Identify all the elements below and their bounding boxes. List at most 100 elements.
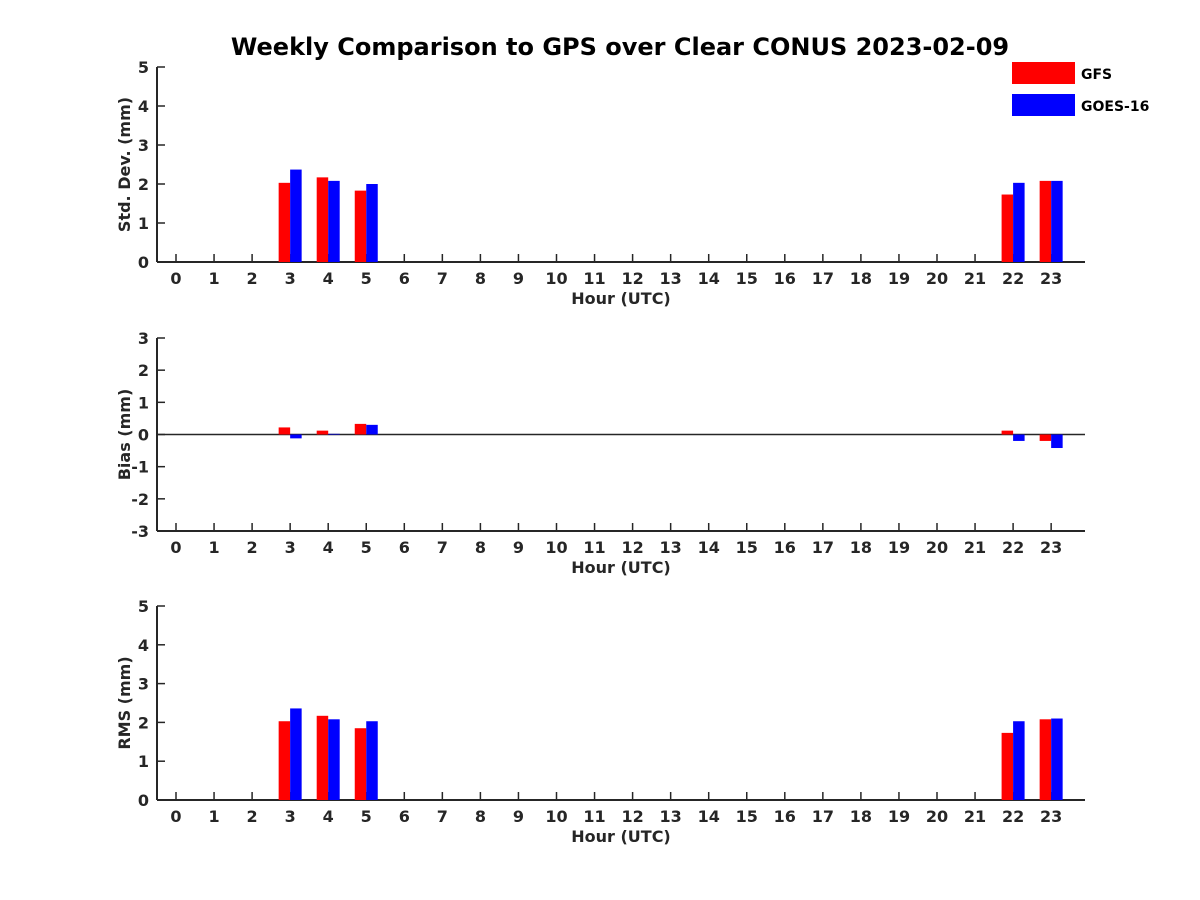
x-tick-label: 20 [926, 269, 948, 288]
x-tick-label: 7 [437, 269, 448, 288]
x-axis-label: Hour (UTC) [571, 827, 671, 846]
y-tick-label: 1 [138, 752, 149, 771]
bar-gfs-hour-23 [1039, 434, 1052, 441]
x-tick-label: 13 [660, 538, 682, 557]
y-tick-label: 4 [138, 636, 149, 655]
x-tick-label: 0 [170, 269, 181, 288]
x-tick-label: 23 [1040, 807, 1062, 826]
x-tick-label: 20 [926, 807, 948, 826]
bar-goes-16-hour-22 [1013, 721, 1025, 800]
x-tick-label: 9 [513, 538, 524, 557]
y-tick-label: 3 [138, 675, 149, 694]
x-tick-label: 18 [850, 269, 872, 288]
x-tick-label: 12 [621, 807, 643, 826]
bar-goes-16-hour-4 [328, 180, 340, 262]
bar-gfs-hour-5 [354, 423, 367, 435]
y-tick-label: 1 [138, 214, 149, 233]
x-tick-label: 2 [247, 807, 258, 826]
bar-gfs-hour-3 [278, 721, 291, 800]
x-axis-label: Hour (UTC) [571, 558, 671, 577]
bar-goes-16-hour-3 [290, 708, 302, 800]
bar-goes-16-hour-22 [1013, 182, 1025, 262]
x-tick-label: 21 [964, 807, 986, 826]
bar-goes-16-hour-5 [366, 721, 378, 800]
x-tick-label: 18 [850, 807, 872, 826]
x-tick-label: 9 [513, 807, 524, 826]
x-tick-label: 12 [621, 269, 643, 288]
legend-swatch-gfs [1012, 62, 1075, 84]
x-tick-label: 15 [736, 269, 758, 288]
x-tick-label: 2 [247, 269, 258, 288]
bar-goes-16-hour-23 [1051, 718, 1063, 800]
x-tick-label: 16 [774, 269, 796, 288]
bar-goes-16-hour-23 [1051, 180, 1063, 262]
x-tick-label: 11 [583, 269, 605, 288]
x-tick-label: 5 [361, 538, 372, 557]
bar-gfs-hour-22 [1001, 194, 1014, 262]
x-tick-label: 22 [1002, 807, 1024, 826]
y-tick-label: -2 [131, 490, 149, 509]
bar-gfs-hour-22 [1001, 430, 1014, 435]
legend-label-gfs: GFS [1081, 67, 1112, 83]
y-tick-label: 0 [138, 253, 149, 272]
y-tick-label: 4 [138, 97, 149, 116]
x-tick-label: 0 [170, 538, 181, 557]
x-tick-label: 13 [660, 807, 682, 826]
bar-gfs-hour-22 [1001, 732, 1014, 800]
y-tick-label: 2 [138, 713, 149, 732]
x-tick-label: 4 [323, 807, 334, 826]
y-tick-label: 3 [138, 329, 149, 348]
y-tick-label: -1 [131, 458, 149, 477]
x-tick-label: 19 [888, 807, 910, 826]
y-axis-label: Std. Dev. (mm) [115, 97, 134, 232]
x-tick-label: 6 [399, 269, 410, 288]
x-tick-label: 22 [1002, 269, 1024, 288]
bar-gfs-hour-5 [354, 728, 367, 800]
y-axis-label: Bias (mm) [115, 389, 134, 481]
bar-gfs-hour-3 [278, 182, 291, 262]
bar-goes-16-hour-3 [290, 434, 302, 439]
x-tick-label: 8 [475, 269, 486, 288]
x-tick-label: 20 [926, 538, 948, 557]
bar-goes-16-hour-4 [328, 719, 340, 800]
y-tick-label: 3 [138, 136, 149, 155]
x-tick-label: 23 [1040, 538, 1062, 557]
x-tick-label: 11 [583, 807, 605, 826]
x-axis-label: Hour (UTC) [571, 289, 671, 308]
x-tick-label: 16 [774, 538, 796, 557]
y-axis-label: RMS (mm) [115, 656, 134, 749]
bar-goes-16-hour-22 [1013, 434, 1025, 441]
legend-label-goes-16: GOES-16 [1081, 99, 1149, 115]
x-tick-label: 10 [545, 269, 567, 288]
x-tick-label: 10 [545, 807, 567, 826]
x-tick-label: 23 [1040, 269, 1062, 288]
x-tick-label: 10 [545, 538, 567, 557]
bar-gfs-hour-23 [1039, 180, 1052, 262]
x-tick-label: 8 [475, 538, 486, 557]
bar-gfs-hour-5 [354, 190, 367, 262]
bar-gfs-hour-4 [316, 430, 329, 435]
x-tick-label: 16 [774, 807, 796, 826]
x-tick-label: 22 [1002, 538, 1024, 557]
bar-gfs-hour-4 [316, 177, 329, 262]
x-tick-label: 15 [736, 807, 758, 826]
bar-goes-16-hour-5 [366, 424, 378, 435]
x-tick-label: 3 [285, 269, 296, 288]
x-tick-label: 1 [208, 269, 219, 288]
x-tick-label: 17 [812, 269, 834, 288]
y-tick-label: 2 [138, 361, 149, 380]
y-tick-label: 0 [138, 426, 149, 445]
x-tick-label: 14 [698, 538, 720, 557]
legend-swatch-goes-16 [1012, 94, 1075, 116]
x-tick-label: 1 [208, 538, 219, 557]
bar-goes-16-hour-4 [328, 433, 340, 435]
x-tick-label: 3 [285, 807, 296, 826]
x-tick-label: 5 [361, 807, 372, 826]
y-tick-label: 2 [138, 175, 149, 194]
x-tick-label: 8 [475, 807, 486, 826]
x-tick-label: 13 [660, 269, 682, 288]
x-tick-label: 12 [621, 538, 643, 557]
x-tick-label: 2 [247, 538, 258, 557]
